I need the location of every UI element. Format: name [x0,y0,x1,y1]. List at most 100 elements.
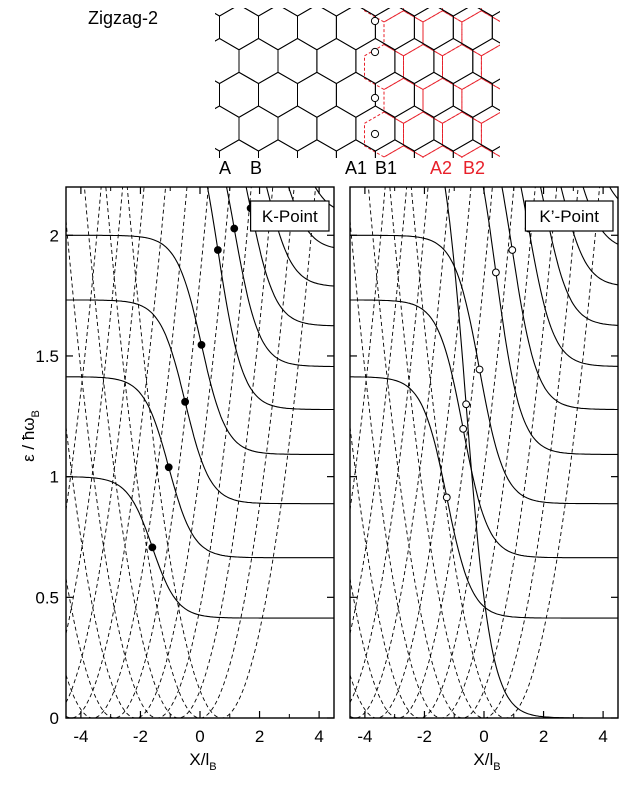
lattice-hexagon [434,39,473,84]
k-point-panel: -4 -2 0 2 400.511.52K-Point [35,0,334,746]
lattice-hexagon [375,5,414,50]
crossing-marker [443,494,450,501]
lattice-hexagon [298,140,337,185]
lattice-hexagon [559,0,598,22]
y-axis-label: ε / ħωB [19,410,42,462]
edge-site-marker [371,17,378,24]
lattice-hexagon [481,0,520,22]
dispersion-curve [66,91,334,410]
honeycomb-lattice-diagram [181,0,636,225]
lattice-hexagon [336,5,375,50]
lattice-hexagon [512,39,551,84]
lattice-hexagon [520,0,559,22]
dashed-parabola [350,0,618,718]
figure-title: Zigzag-2 [88,8,158,28]
lattice-hexagon [492,5,531,50]
crossing-marker [463,401,470,408]
lattice-hexagon [540,146,579,191]
lattice-hexagon [551,0,590,16]
lattice-hexagon [239,39,278,84]
x-tick-label: 4 [598,727,607,746]
lattice-hexagon [531,72,570,117]
lattice-hexagon [520,112,559,157]
lattice-hexagon [618,78,636,123]
y-tick-label: 2 [50,226,59,245]
curves [350,0,618,718]
lattice-hexagon [443,180,482,225]
dashed-parabola [350,0,618,718]
lattice-hexagon [590,0,629,16]
lattice-hexagon [384,11,423,56]
crossing-marker [460,425,467,432]
lattice-hexagon [375,72,414,117]
lattice-hexagon [453,5,492,50]
plot-frame [350,187,618,718]
lattice-hexagon [395,39,434,84]
lattice-hexagon [278,39,317,84]
lattice-hexagon [395,106,434,151]
lattice-hexagon [531,5,570,50]
lattice-label-b1: B1 [375,158,397,178]
x-tick-label: -2 [133,727,148,746]
edge-site-marker [371,48,378,55]
lattice-hexagon [365,112,404,157]
lattice-hexagon [492,72,531,117]
lattice-hexagon [492,140,531,185]
dispersion-curve [350,377,618,618]
lattice-hexagon [336,72,375,117]
panel-title: K-Point [262,207,318,226]
lattice-hexagon [462,78,501,123]
kprime-point-panel: -4 -2 0 2 4 K’-Point [350,0,618,746]
lattice-hexagon [404,45,443,90]
dashed-parabola [66,0,334,510]
lattice-hexagon [473,106,512,151]
lattice-hexagon [443,112,482,157]
lattice-hexagon [629,0,636,16]
lattice-hexagon [481,180,520,225]
lattice-hexagon [181,140,220,185]
crossing-marker [493,269,500,276]
lattice-hexagon [434,106,473,151]
dispersion-curve [350,91,618,719]
lattice-hexagon [609,72,636,117]
lattice-hexagon [570,5,609,50]
lattice-hexagon [551,39,590,84]
crossing-marker [476,366,483,373]
lattice-hexagon [278,106,317,151]
x-tick-label: 4 [314,727,323,746]
lattice-hexagon [298,72,337,117]
lattice-hexagon [356,106,395,151]
lattice-hexagon [609,140,636,185]
lattice-hexagon [590,39,629,84]
lattice-hexagon [629,39,636,84]
dashed-parabola [350,0,618,718]
dashed-parabola [350,0,618,718]
dispersion-curve [350,235,618,503]
lattice-hexagon [629,174,636,219]
lattice-hexagon [618,146,636,191]
lattice-hexagon [453,72,492,117]
y-tick-label: 1 [50,468,59,487]
lattice-hexagon [317,39,356,84]
lattice-hexagon [298,5,337,50]
lattice-hexagon [220,5,259,50]
y-axis-label-main: ε / ħω [19,417,38,461]
lattice-hexagon [559,45,598,90]
dashed-parabola [66,0,334,703]
dashed-parabola [350,0,618,718]
lattice-hexagon [501,146,540,191]
dashed-parabola [350,0,618,510]
lattice-label-a: A [219,158,231,178]
lattice-hexagon [259,140,298,185]
lattice-hexagon [462,11,501,56]
crossing-marker [214,247,221,254]
dashed-parabola [350,0,618,718]
lattice-hexagon [520,45,559,90]
lattice-hexagon [404,112,443,157]
lattice-hexagon [481,112,520,157]
lattice-hexagon [609,5,636,50]
panel-title: K’-Point [539,207,599,226]
lattice-hexagon [200,106,239,151]
crossing-marker [231,225,238,232]
